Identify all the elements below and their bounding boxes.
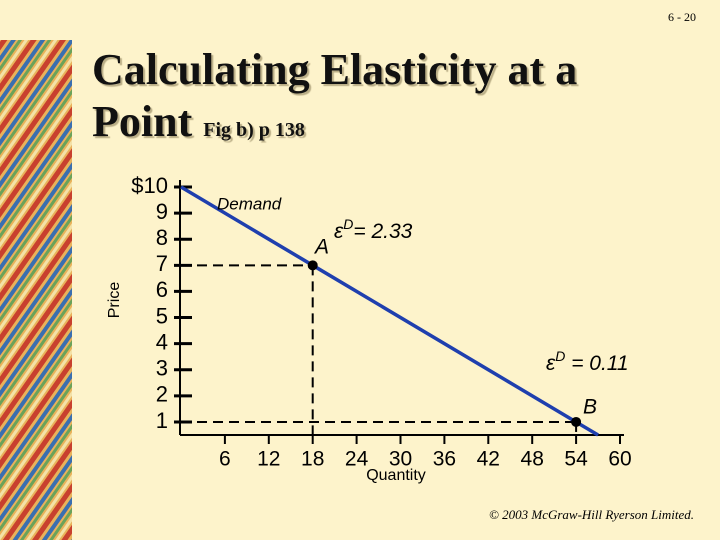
elasticity-label: εD= 2.33 xyxy=(334,216,413,243)
y-axis-label: Price xyxy=(106,282,123,319)
title-text: Calculating Elasticity at a Point xyxy=(92,45,578,146)
subtitle: Fig b) p 138 xyxy=(203,119,305,141)
point-label: B xyxy=(583,396,597,419)
y-tick-label: 9 xyxy=(156,199,168,224)
x-tick-label: 42 xyxy=(477,448,500,471)
y-tick-label: 8 xyxy=(156,225,168,250)
x-tick-label: 48 xyxy=(521,448,544,471)
y-tick-label: $10 xyxy=(131,173,168,198)
x-axis-label: Quantity xyxy=(366,467,426,484)
y-tick-label: 1 xyxy=(156,408,168,433)
superscript: D xyxy=(343,216,353,232)
epsilon: ε xyxy=(546,352,556,375)
copyright: © 2003 McGraw-Hill Ryerson Limited. xyxy=(489,507,694,522)
decorative-art xyxy=(0,40,72,540)
x-tick-label: 60 xyxy=(608,448,631,471)
point-label: A xyxy=(313,236,329,259)
point-marker xyxy=(307,260,318,271)
x-tick-label: 6 xyxy=(219,448,231,471)
page-number: 6 - 20 xyxy=(668,10,696,24)
point-marker xyxy=(571,416,582,427)
x-tick-label: 54 xyxy=(564,448,588,471)
x-tick-label: 12 xyxy=(257,448,280,471)
elasticity-value: = 2.33 xyxy=(353,220,412,243)
y-tick-label: 3 xyxy=(156,356,168,381)
y-tick-label: 5 xyxy=(156,303,168,328)
elasticity-value: = 0.11 xyxy=(565,352,628,375)
x-tick-label: 24 xyxy=(345,448,369,471)
x-tick-label: 36 xyxy=(433,448,456,471)
x-tick-label: 18 xyxy=(301,448,324,471)
elasticity-label: εD = 0.11 xyxy=(546,348,629,375)
slide-title: Calculating Elasticity at a Point Fig b)… xyxy=(92,44,632,156)
demand-line xyxy=(180,185,599,437)
series-label: Demand xyxy=(217,194,282,213)
x-tick-label: 30 xyxy=(389,448,412,471)
y-tick-label: 7 xyxy=(156,251,168,276)
superscript: D xyxy=(555,348,565,364)
y-tick-label: 6 xyxy=(156,277,168,302)
epsilon: ε xyxy=(334,220,344,243)
y-tick-label: 2 xyxy=(156,382,168,407)
y-tick-label: 4 xyxy=(156,329,168,354)
